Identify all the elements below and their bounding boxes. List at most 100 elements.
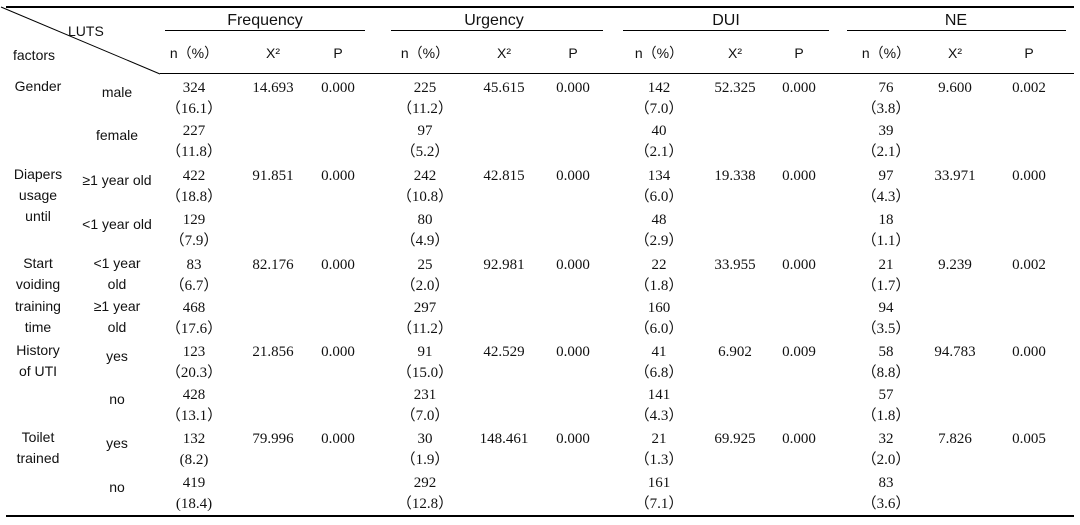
n-percent-header: n（%） — [169, 45, 219, 61]
n-percent-cell: 32 — [878, 431, 894, 447]
p-value-cell: 0.000 — [321, 168, 355, 184]
level-label: ≥1 year — [93, 298, 141, 314]
n-percent-cell: （1.3） — [634, 452, 684, 468]
n-percent-cell: 97 — [417, 123, 433, 139]
n-percent-cell: 297 — [413, 300, 437, 316]
n-percent-cell: （2.1） — [634, 144, 684, 160]
n-percent-cell: 76 — [878, 80, 894, 96]
level-label: <1 year old — [82, 216, 152, 232]
p-value-cell: 0.002 — [1012, 257, 1046, 273]
chi-square-cell: 21.856 — [252, 344, 294, 360]
level-label: no — [109, 479, 125, 495]
n-percent-cell: 132 — [182, 431, 206, 447]
chi-square-cell: 42.815 — [483, 168, 525, 184]
n-percent-cell: （3.5） — [861, 321, 911, 337]
n-percent-cell: （7.1） — [634, 496, 684, 512]
n-percent-cell: （2.9） — [634, 233, 684, 249]
n-percent-cell: 39 — [878, 123, 894, 139]
n-percent-cell: 57 — [878, 387, 894, 403]
n-percent-cell: 48 — [651, 212, 667, 228]
factor-label: voiding — [15, 276, 61, 292]
corner-col-label: LUTS — [68, 23, 104, 39]
n-percent-cell: （10.8） — [396, 189, 454, 205]
n-percent-cell: 129 — [182, 212, 206, 228]
n-percent-cell: （13.1） — [165, 408, 223, 424]
n-percent-cell: 242 — [413, 168, 437, 184]
n-percent-cell: 91 — [417, 344, 433, 360]
chi-square-cell: 82.176 — [252, 257, 294, 273]
chi-square-cell: 52.325 — [714, 80, 756, 96]
n-percent-cell: （16.1） — [165, 101, 223, 117]
p-value-cell: 0.000 — [782, 257, 816, 273]
n-percent-cell: 142 — [647, 80, 671, 96]
group-header-dui: DUI — [712, 12, 740, 29]
level-label: female — [95, 127, 139, 143]
n-percent-cell: 80 — [417, 212, 433, 228]
p-value-cell: 0.000 — [556, 257, 590, 273]
factor-label: of UTI — [18, 363, 58, 379]
p-value-cell: 0.000 — [782, 80, 816, 96]
n-percent-cell: 21 — [651, 431, 667, 447]
n-percent-cell: （11.2） — [397, 321, 453, 337]
n-percent-cell: 292 — [413, 475, 437, 491]
n-percent-cell: （1.8） — [861, 408, 911, 424]
p-value-header: P — [568, 45, 578, 61]
p-value-cell: 0.000 — [321, 431, 355, 447]
chi-square-header: Χ² — [728, 45, 742, 61]
n-percent-cell: （20.3） — [165, 365, 223, 381]
n-percent-cell: 422 — [182, 168, 206, 184]
p-value-cell: 0.009 — [782, 344, 816, 360]
p-value-cell: 0.000 — [321, 257, 355, 273]
n-percent-cell: （2.0） — [400, 278, 450, 294]
n-percent-cell: 161 — [647, 475, 671, 491]
chi-square-cell: 9.239 — [938, 257, 972, 273]
n-percent-cell: 160 — [647, 300, 671, 316]
n-percent-cell: （12.8） — [396, 496, 454, 512]
n-percent-cell: 58 — [878, 344, 894, 360]
p-value-cell: 0.000 — [556, 80, 590, 96]
p-value-header: P — [333, 45, 343, 61]
n-percent-cell: （7.0） — [634, 101, 684, 117]
chi-square-cell: 33.971 — [934, 168, 976, 184]
n-percent-cell: （11.8） — [166, 144, 222, 160]
factor-label: training — [15, 298, 61, 314]
table-top-rule — [6, 6, 1074, 8]
n-percent-cell: 18 — [878, 212, 894, 228]
chi-square-cell: 42.529 — [483, 344, 525, 360]
n-percent-cell: 83 — [186, 257, 202, 273]
p-value-cell: 0.000 — [782, 168, 816, 184]
n-percent-cell: （4.9） — [400, 233, 450, 249]
n-percent-cell: 30 — [417, 431, 433, 447]
chi-square-cell: 7.826 — [938, 431, 972, 447]
factor-label: Diapers — [13, 166, 63, 182]
p-value-header: P — [1024, 45, 1034, 61]
chi-square-cell: 9.600 — [938, 80, 972, 96]
level-label: male — [101, 84, 133, 100]
chi-square-header: Χ² — [948, 45, 962, 61]
chi-square-cell: 148.461 — [479, 431, 529, 447]
n-percent-cell: 225 — [413, 80, 437, 96]
n-percent-cell: 123 — [182, 344, 206, 360]
chi-square-cell: 14.693 — [252, 80, 294, 96]
n-percent-cell: （11.2） — [397, 101, 453, 117]
n-percent-cell: 227 — [182, 123, 206, 139]
p-value-cell: 0.002 — [1012, 80, 1046, 96]
factor-label: Toilet — [21, 429, 55, 445]
group-header-ne: NE — [944, 12, 968, 29]
n-percent-cell: （4.3） — [634, 408, 684, 424]
level-label: old — [107, 276, 127, 292]
group-header-urgency: Urgency — [464, 12, 524, 29]
n-percent-cell: （6.0） — [634, 189, 684, 205]
corner-row-label: factors — [13, 47, 56, 63]
n-percent-cell: 324 — [182, 80, 206, 96]
n-percent-header: n（%） — [634, 45, 684, 61]
chi-square-header: Χ² — [497, 45, 511, 61]
p-value-cell: 0.000 — [1012, 344, 1046, 360]
n-percent-cell: （2.0） — [861, 452, 911, 468]
n-percent-cell: （6.0） — [634, 321, 684, 337]
n-percent-cell: （1.9） — [400, 452, 450, 468]
chi-square-cell: 45.615 — [483, 80, 525, 96]
chi-square-cell: 69.925 — [714, 431, 756, 447]
header-bottom-rule — [160, 73, 1074, 74]
